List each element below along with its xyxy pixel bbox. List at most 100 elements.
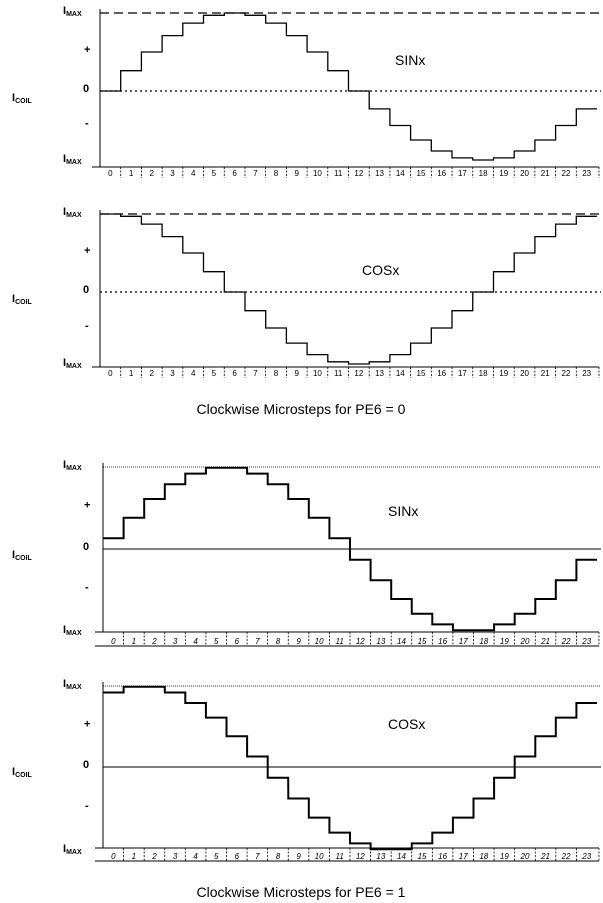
chart-3: +0-0 1 2 3 4 5 6 7 8 9 10 11 12 13 14 15 16 17 18 19 20 21 22 2… xyxy=(83,463,601,647)
ytick-minus: - xyxy=(85,800,89,812)
xtick-label: 17 xyxy=(459,637,468,646)
xtick-label: 4 xyxy=(191,369,196,378)
xtick-label: 20 xyxy=(520,369,529,378)
xtick-label: 23 xyxy=(582,169,591,178)
xtick-label: 11 xyxy=(334,169,343,178)
xtick-label: 18 xyxy=(479,852,488,861)
ytick-imax-top: IMAX xyxy=(63,206,82,219)
xtick-label: 22 xyxy=(561,852,571,861)
ytick-plus: + xyxy=(84,718,90,730)
xtick-label: 5 xyxy=(212,169,217,178)
chart-1: +0-0 1 2 3 4 5 6 7 8 9 10 11 12 13 14 15 16 17 18 19 20 21 22 2… xyxy=(83,9,601,178)
xtick-label: 0 xyxy=(108,169,113,178)
ytick-imax-bottom: IMAX xyxy=(63,357,82,370)
xtick-label: 6 xyxy=(235,637,240,646)
ytick-imax-bottom: IMAX xyxy=(63,843,82,856)
caption-pe6-1: Clockwise Microsteps for PE6 = 1 xyxy=(197,884,406,900)
xtick-label: 16 xyxy=(438,852,447,861)
series-title: COSx xyxy=(362,262,399,278)
xtick-label: 21 xyxy=(541,169,550,178)
xtick-label: 7 xyxy=(255,637,260,646)
xtick-label: 4 xyxy=(191,169,196,178)
xtick-label: 12 xyxy=(354,369,363,378)
step-waveform xyxy=(103,685,597,851)
xtick-label: 7 xyxy=(253,169,258,178)
xtick-label: 18 xyxy=(479,169,488,178)
xtick-label: 8 xyxy=(274,369,279,378)
ytick-minus: - xyxy=(85,582,89,594)
xtick-label: 23 xyxy=(581,852,591,861)
xtick-label: 3 xyxy=(173,637,178,646)
ylabel-icoil: ICOIL xyxy=(12,92,33,105)
xtick-label: 1 xyxy=(129,169,134,178)
xtick-label: 16 xyxy=(437,169,446,178)
xtick-label: 19 xyxy=(500,637,509,646)
series-title: SINx xyxy=(388,503,418,519)
xtick-label: 15 xyxy=(417,169,426,178)
ytick-plus: + xyxy=(84,500,90,512)
ytick-plus: + xyxy=(84,245,90,257)
xtick-label: 10 xyxy=(313,369,322,378)
xtick-label: 18 xyxy=(479,637,488,646)
xtick-label: 2 xyxy=(151,637,157,646)
series-title: COSx xyxy=(388,716,425,732)
xtick-label: 1 xyxy=(132,637,136,646)
ylabel-icoil: ICOIL xyxy=(12,549,33,562)
xtick-label: 11 xyxy=(334,369,343,378)
xtick-label: 17 xyxy=(459,852,468,861)
xtick-label: 23 xyxy=(581,637,591,646)
ytick-zero: 0 xyxy=(83,83,89,95)
xtick-label: 15 xyxy=(418,637,427,646)
xtick-label: 14 xyxy=(396,169,405,178)
xtick-label: 9 xyxy=(296,637,301,646)
xtick-label: 5 xyxy=(214,852,219,861)
ytick-zero: 0 xyxy=(83,284,89,296)
xtick-label: 8 xyxy=(274,169,279,178)
chart-2: +0-0 1 2 3 4 5 6 7 8 9 10 11 12 13 14 15 16 17 18 19 20 21 22 2… xyxy=(83,210,601,378)
ytick-imax-bottom: IMAX xyxy=(63,624,82,637)
xtick-label: 13 xyxy=(375,369,384,378)
xtick-label: 9 xyxy=(296,852,301,861)
ytick-minus: - xyxy=(85,118,89,130)
xtick-label: 10 xyxy=(315,637,324,646)
xtick-label: 2 xyxy=(150,169,155,178)
chart-4: +0-0 1 2 3 4 5 6 7 8 9 10 11 12 13 14 15 16 17 18 19 20 21 22 2… xyxy=(83,682,601,862)
xtick-label: 2 xyxy=(150,369,155,378)
xtick-label: 6 xyxy=(232,369,237,378)
xtick-label: 19 xyxy=(500,852,509,861)
ytick-zero: 0 xyxy=(83,541,89,553)
ytick-imax-top: IMAX xyxy=(63,5,82,18)
step-waveform xyxy=(100,213,597,365)
xtick-label: 16 xyxy=(438,637,447,646)
xtick-label: 3 xyxy=(170,369,175,378)
xtick-label: 14 xyxy=(396,369,405,378)
xtick-label: 19 xyxy=(499,169,508,178)
xtick-label: 22 xyxy=(561,169,570,178)
xtick-label: 0 xyxy=(108,369,113,378)
xtick-label: 1 xyxy=(129,369,134,378)
xtick-label: 13 xyxy=(376,852,385,861)
xtick-label: 6 xyxy=(235,852,240,861)
xtick-label: 1 xyxy=(132,852,136,861)
xtick-label: 10 xyxy=(313,169,322,178)
xtick-label: 13 xyxy=(375,169,384,178)
caption-pe6-0: Clockwise Microsteps for PE6 = 0 xyxy=(197,401,406,417)
xtick-label: 9 xyxy=(295,369,300,378)
xtick-label: 15 xyxy=(417,369,426,378)
xtick-label: 19 xyxy=(499,369,508,378)
ytick-zero: 0 xyxy=(83,759,89,771)
xtick-label: 22 xyxy=(561,637,571,646)
ytick-imax-top: IMAX xyxy=(63,459,82,472)
xtick-label: 3 xyxy=(170,169,175,178)
xtick-label: 0 xyxy=(111,637,116,646)
xtick-label: 7 xyxy=(253,369,258,378)
xtick-label: 5 xyxy=(212,369,217,378)
xtick-label: 9 xyxy=(295,169,300,178)
xtick-label: 12 xyxy=(354,169,363,178)
xtick-label: 11 xyxy=(336,852,344,861)
xtick-label: 4 xyxy=(193,637,198,646)
xtick-label: 12 xyxy=(356,852,365,861)
xtick-label: 18 xyxy=(479,369,488,378)
xtick-label: 6 xyxy=(232,169,237,178)
xtick-label: 3 xyxy=(173,852,178,861)
